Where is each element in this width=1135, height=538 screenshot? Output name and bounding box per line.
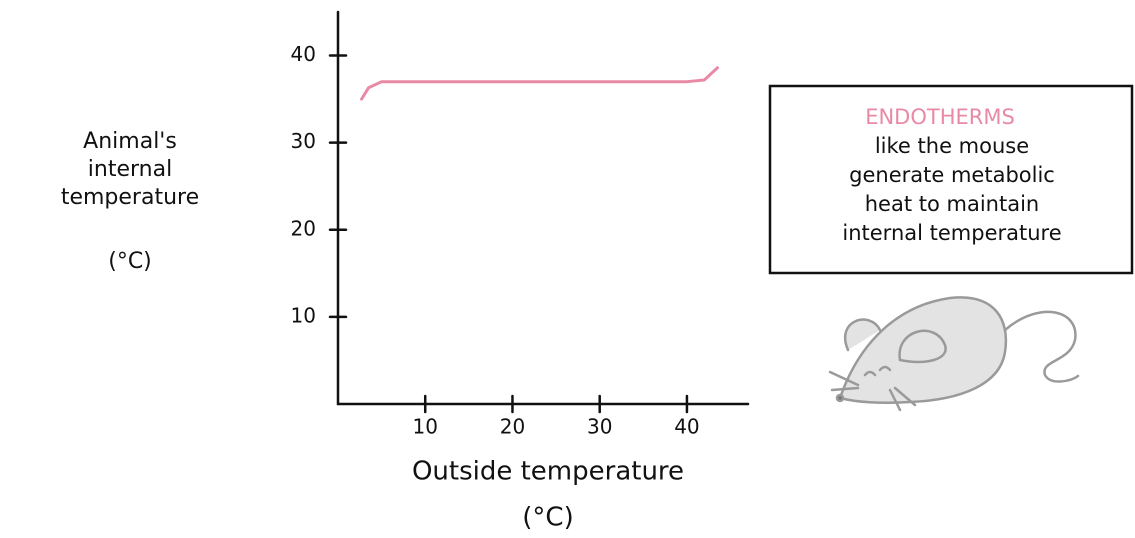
annotation-line: like the mouse (875, 134, 1029, 158)
annotation-line: internal temperature (842, 221, 1061, 245)
annotation-title: ENDOTHERMS (865, 105, 1015, 129)
chart: 10 20 30 40 10 20 30 40 Animal's internal temperat… (0, 0, 1135, 538)
x-tick-label: 30 (587, 415, 612, 439)
annotation-line: heat to maintain (865, 192, 1039, 216)
y-tick-label: 10 (291, 303, 316, 327)
y-axis-label: (°C) (108, 249, 152, 274)
x-axis-label: (°C) (522, 503, 573, 533)
y-tick-label: 30 (291, 129, 316, 153)
x-tick-label: 10 (413, 415, 438, 439)
x-axis-label: Outside temperature (412, 457, 684, 487)
axes (338, 12, 748, 404)
y-tick-label: 40 (291, 42, 316, 66)
y-tick-label: 20 (291, 216, 316, 240)
x-tick-label: 40 (674, 415, 699, 439)
mouse-illustration (830, 297, 1078, 410)
y-axis-label: temperature (61, 185, 199, 210)
data-line (362, 68, 718, 99)
annotation-line: generate metabolic (849, 163, 1055, 187)
x-tick-label: 20 (500, 415, 525, 439)
y-axis-label: internal (88, 157, 172, 182)
y-axis-label: Animal's (83, 129, 177, 154)
